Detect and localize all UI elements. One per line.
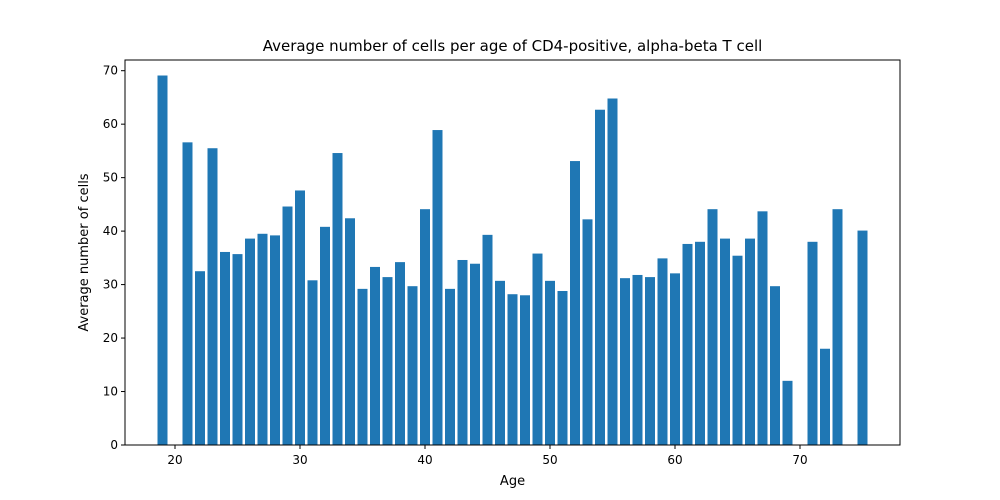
x-axis-label: Age xyxy=(500,474,525,489)
bar-age-28 xyxy=(270,235,280,445)
bar-age-35 xyxy=(357,288,368,445)
bar-age-73 xyxy=(832,209,843,445)
x-tick-label: 30 xyxy=(292,453,307,467)
bar-age-43 xyxy=(457,259,468,445)
bar-age-46 xyxy=(495,280,505,445)
bar-age-53 xyxy=(582,219,593,445)
bar-age-75 xyxy=(857,230,868,445)
bar-age-50 xyxy=(545,280,555,445)
y-axis-label: Average number of cells xyxy=(77,173,92,331)
bar-age-33 xyxy=(332,153,343,445)
y-tick-label: 0 xyxy=(110,438,118,452)
plot-frame xyxy=(124,59,901,446)
bar-age-52 xyxy=(570,161,580,445)
y-tick-label: 30 xyxy=(103,278,118,292)
bar-age-69 xyxy=(782,380,793,445)
y-tick-label: 70 xyxy=(103,64,118,78)
bar-age-45 xyxy=(482,234,493,445)
bar-age-67 xyxy=(757,211,768,445)
bar-age-54 xyxy=(595,109,605,446)
bar-age-26 xyxy=(245,238,255,445)
y-tick-label: 50 xyxy=(103,171,118,185)
bar-age-68 xyxy=(770,286,780,445)
bar-age-72 xyxy=(820,348,830,445)
bar-age-71 xyxy=(807,241,818,445)
bar-age-40 xyxy=(420,209,430,445)
bar-age-21 xyxy=(182,142,193,445)
bar-age-30 xyxy=(295,190,305,445)
bar-age-42 xyxy=(445,288,455,445)
bar-age-19 xyxy=(157,75,168,445)
bar-age-65 xyxy=(732,255,743,445)
bar-age-39 xyxy=(407,286,418,445)
bar-age-58 xyxy=(645,277,655,445)
bar-age-63 xyxy=(707,209,718,445)
bar-age-59 xyxy=(657,258,668,445)
y-tick-label: 20 xyxy=(103,331,118,345)
bars-group xyxy=(157,75,868,446)
chart-title: Average number of cells per age of CD4-p… xyxy=(263,37,763,55)
y-tick-label: 40 xyxy=(103,224,118,238)
bar-age-22 xyxy=(195,271,205,445)
bar-age-32 xyxy=(320,226,330,445)
bar-age-36 xyxy=(370,266,380,445)
bar-age-29 xyxy=(282,206,293,445)
bar-age-27 xyxy=(257,233,268,445)
bar-age-44 xyxy=(470,263,480,445)
bar-age-66 xyxy=(745,238,755,445)
bar-age-49 xyxy=(532,253,543,445)
bar-age-31 xyxy=(307,280,318,445)
bar-age-51 xyxy=(557,291,568,445)
bar-age-56 xyxy=(620,278,630,445)
y-ticks-group: 0 10 20 30 40 50 60 70 xyxy=(103,64,125,452)
bar-age-64 xyxy=(720,238,730,445)
bar-age-47 xyxy=(507,294,518,445)
x-tick-label: 50 xyxy=(542,453,557,467)
bar-age-60 xyxy=(670,273,680,445)
x-tick-label: 40 xyxy=(417,453,432,467)
bar-age-37 xyxy=(382,277,393,445)
bar-age-48 xyxy=(520,295,530,445)
bar-age-23 xyxy=(207,148,218,445)
x-tick-label: 60 xyxy=(667,453,682,467)
bar-age-41 xyxy=(432,130,443,445)
bar-age-34 xyxy=(345,218,355,445)
bar-age-38 xyxy=(395,262,405,445)
bar-age-61 xyxy=(682,243,693,445)
bar-age-55 xyxy=(607,98,618,445)
x-tick-label: 20 xyxy=(167,453,182,467)
bar-age-57 xyxy=(632,274,643,445)
y-tick-label: 10 xyxy=(103,385,118,399)
bar-age-24 xyxy=(220,251,230,445)
bar-age-62 xyxy=(695,241,705,445)
bar-age-25 xyxy=(232,254,243,445)
x-ticks-group: 20 30 40 50 60 70 xyxy=(167,445,808,467)
x-tick-label: 70 xyxy=(792,453,807,467)
y-tick-label: 60 xyxy=(103,117,118,131)
